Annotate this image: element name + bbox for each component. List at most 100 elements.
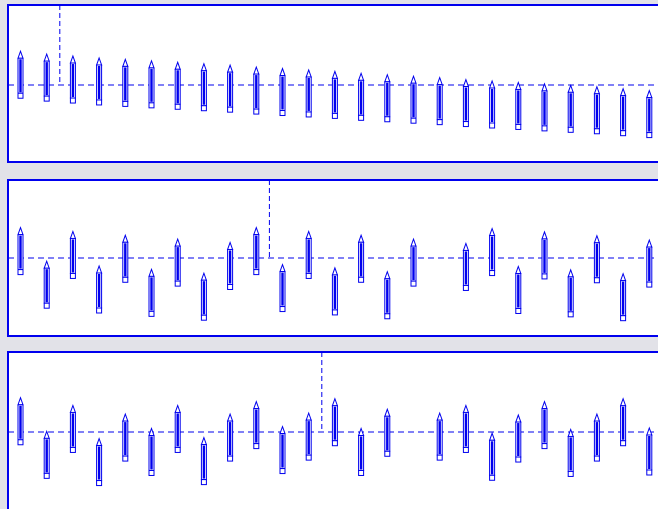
pencil-icon <box>646 426 653 476</box>
pencil-core <box>569 277 572 311</box>
pencil-core <box>569 437 572 471</box>
pencil-core <box>517 274 520 308</box>
pencil-core <box>648 98 651 132</box>
pencil-icon <box>279 425 286 475</box>
pencil-icon <box>305 229 312 279</box>
pencil-eraser <box>567 470 574 477</box>
pencil-icon <box>567 427 574 477</box>
pencil-icon <box>279 67 286 117</box>
pencil-icon <box>488 227 496 277</box>
pencil-core <box>150 436 153 470</box>
pencil-core <box>176 413 179 447</box>
pencil-core <box>124 67 127 101</box>
pencil-core <box>648 436 651 469</box>
pencil-core <box>97 65 101 99</box>
pencil-icon <box>593 412 601 462</box>
pencil-core <box>621 281 625 315</box>
pencil-icon <box>384 73 391 123</box>
pencil-eraser <box>96 307 103 314</box>
pencil-eraser <box>279 306 286 313</box>
pencil-core <box>176 247 179 281</box>
pencil-core <box>438 85 441 119</box>
pencil-eraser <box>620 130 627 137</box>
pencil-core <box>281 272 284 306</box>
pencil-eraser <box>462 121 469 128</box>
pencil-core <box>45 439 48 473</box>
pencil-icon <box>331 397 339 447</box>
pencil-core <box>333 275 337 309</box>
pencil-core <box>333 406 337 440</box>
pencil-eraser <box>593 277 600 284</box>
pencil-eraser <box>148 310 155 317</box>
pencil-core <box>464 413 468 447</box>
pencil-eraser <box>489 122 496 129</box>
pencil-core <box>490 89 494 122</box>
pencil-icon <box>174 237 181 287</box>
pencil-icon <box>122 233 129 283</box>
pencil-core <box>359 436 363 470</box>
pencil-core <box>595 94 599 128</box>
pencil-icon <box>226 240 234 290</box>
pencil-eraser <box>436 119 443 126</box>
pencil-icon <box>69 229 77 279</box>
pencil-eraser <box>331 440 338 447</box>
pencil-eraser <box>515 123 522 130</box>
pencil-core <box>150 277 153 311</box>
pencil-eraser <box>43 95 50 102</box>
pencil-eraser <box>593 455 600 462</box>
pencil-core <box>228 250 232 284</box>
pencil-icon <box>174 403 181 453</box>
pencil-eraser <box>279 110 286 117</box>
pencil-icon <box>357 233 365 283</box>
pencil-icon <box>148 267 155 317</box>
pencil-icon <box>462 78 470 128</box>
pencil-eraser <box>200 314 207 321</box>
pencil-eraser <box>279 468 286 475</box>
pencil-eraser <box>358 114 365 121</box>
pencil-core <box>386 82 389 116</box>
pencil-icon <box>122 57 129 107</box>
pencil-core <box>543 409 546 443</box>
pencil-icon <box>17 49 24 99</box>
pencil-icon <box>148 426 155 476</box>
pencil-icon <box>488 79 496 129</box>
pencil-icon <box>515 264 522 314</box>
pencil-core <box>19 405 22 439</box>
pencil-icon <box>279 263 286 313</box>
pencil-eraser <box>69 272 76 279</box>
pencil-core <box>202 445 206 479</box>
pencil-core <box>228 422 232 456</box>
pencil-eraser <box>489 270 496 277</box>
pencil-icon <box>200 62 208 112</box>
pencil-icon <box>515 80 522 130</box>
pencil-core <box>150 68 153 102</box>
pencil-core <box>543 239 546 273</box>
pencil-icon <box>69 54 77 104</box>
pencil-icon <box>357 426 365 476</box>
pencil-core <box>202 281 206 315</box>
pencil-icon <box>593 234 601 284</box>
pencil-icon <box>515 413 522 463</box>
pencil-eraser <box>436 454 443 461</box>
pencil-icon <box>226 412 234 462</box>
pencil-core <box>490 441 494 475</box>
pencil-core <box>359 81 363 115</box>
pencil-icon <box>384 407 391 457</box>
pencil-eraser <box>541 125 548 132</box>
pencil-icon <box>357 71 365 121</box>
pencil-core <box>412 247 415 281</box>
pencil-core <box>595 243 599 277</box>
pencil-eraser <box>227 106 234 113</box>
pencil-icon <box>436 411 443 461</box>
pencil-eraser <box>331 112 338 119</box>
pencil-icon <box>95 56 103 106</box>
pencil-icon <box>331 266 339 316</box>
pencil-core <box>490 236 494 270</box>
pencil-eraser <box>122 100 129 107</box>
pencil-eraser <box>174 280 181 287</box>
pencil-eraser <box>17 92 24 99</box>
pencil-eraser <box>462 446 469 453</box>
pencil-core <box>595 422 599 456</box>
pencil-core <box>255 75 258 109</box>
